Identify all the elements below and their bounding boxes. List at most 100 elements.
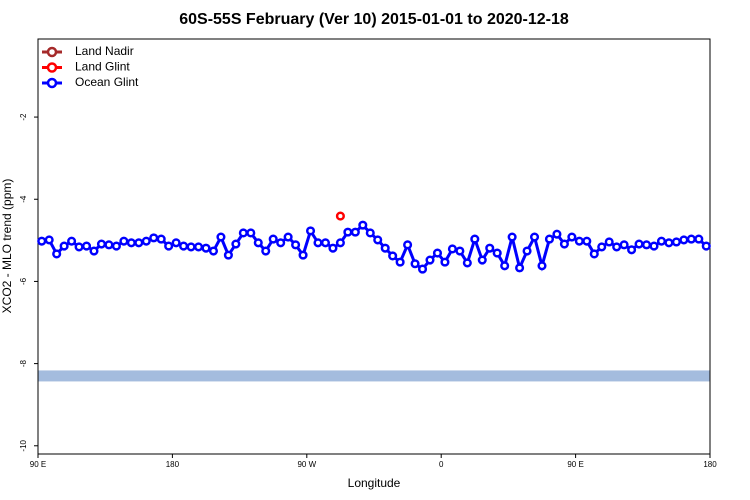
data-point [403, 240, 413, 250]
legend-marker [46, 77, 58, 89]
legend-label: Ocean Glint [75, 75, 139, 89]
data-point [365, 228, 375, 238]
data-point [634, 239, 644, 249]
y-tick-label: -2 [19, 113, 28, 121]
data-point [59, 241, 69, 251]
x-tick-label: 90 W [297, 460, 316, 469]
data-point [268, 234, 278, 244]
data-point [529, 232, 540, 242]
data-point [567, 232, 577, 242]
data-point [492, 248, 502, 258]
data-point [186, 242, 196, 252]
data-point [380, 243, 390, 253]
data-point [589, 249, 599, 259]
data-point [246, 228, 256, 238]
data-point [574, 236, 584, 246]
x-tick-label: 180 [703, 460, 717, 469]
data-point [627, 245, 637, 255]
data-point [164, 241, 174, 251]
data-point [96, 239, 107, 249]
data-point [388, 251, 398, 261]
data-point [320, 238, 331, 248]
data-point [537, 261, 547, 271]
data-point [544, 234, 555, 244]
y-tick-label: -6 [19, 277, 28, 285]
legend-label: Land Nadir [75, 44, 134, 58]
data-point [641, 240, 652, 250]
data-point [201, 243, 211, 253]
x-axis-label: Longitude [348, 476, 401, 490]
data-point [694, 234, 704, 244]
data-point [701, 241, 711, 251]
data-point [104, 240, 114, 250]
chart-title: 60S-55S February (Ver 10) 2015-01-01 to … [179, 11, 569, 28]
data-point [395, 257, 405, 267]
data-point [612, 242, 622, 252]
data-point [67, 236, 77, 246]
data-point [582, 236, 592, 246]
data-point [37, 236, 47, 246]
data-point [261, 246, 271, 256]
data-point [656, 236, 667, 246]
data-point [111, 241, 121, 251]
data-point [425, 255, 435, 265]
data-point [81, 241, 92, 251]
data-point [343, 227, 353, 237]
data-point [149, 233, 159, 243]
data-point [604, 237, 614, 247]
data-point [619, 240, 629, 250]
coverage-band [38, 370, 710, 382]
data-point [522, 246, 532, 256]
x-tick-label: 90 E [30, 460, 46, 469]
data-point [462, 258, 472, 268]
x-tick-label: 180 [166, 460, 180, 469]
data-point [238, 228, 248, 238]
legend-marker [46, 62, 58, 73]
data-point [328, 243, 338, 253]
data-point [208, 246, 219, 256]
data-point [126, 238, 136, 248]
data-point [373, 235, 383, 245]
data-point [119, 236, 129, 246]
data-point [432, 248, 443, 258]
data-point [193, 242, 204, 252]
data-point [231, 239, 241, 249]
data-point [141, 236, 151, 246]
data-point [283, 232, 293, 242]
data-point [485, 243, 495, 253]
data-point [44, 235, 54, 245]
data-point [664, 238, 674, 248]
data-point [313, 238, 323, 248]
data-point [679, 235, 689, 245]
data-point [223, 250, 233, 260]
data-point [52, 249, 62, 259]
data-point [440, 257, 450, 267]
y-tick-label: -10 [19, 439, 28, 451]
x-tick-label: 0 [439, 460, 444, 469]
data-point [298, 250, 308, 260]
data-point [216, 232, 226, 242]
x-tick-label: 90 E [567, 460, 583, 469]
data-point [455, 246, 465, 256]
legend-marker [46, 46, 58, 58]
data-point [477, 255, 487, 265]
data-point [417, 264, 428, 274]
data-point [671, 237, 681, 247]
data-point [89, 246, 99, 256]
data-point [552, 229, 562, 239]
data-point [515, 263, 525, 273]
data-point [134, 238, 144, 248]
data-point [649, 241, 659, 251]
data-point [686, 234, 696, 244]
data-point [74, 242, 84, 252]
data-point [559, 239, 569, 249]
data-point [171, 238, 181, 248]
data-point [291, 240, 301, 250]
data-point [156, 234, 166, 244]
data-point [305, 226, 316, 236]
data-point [507, 232, 517, 242]
data-point [276, 238, 286, 248]
y-tick-label: -4 [19, 195, 28, 203]
data-point [500, 261, 510, 271]
